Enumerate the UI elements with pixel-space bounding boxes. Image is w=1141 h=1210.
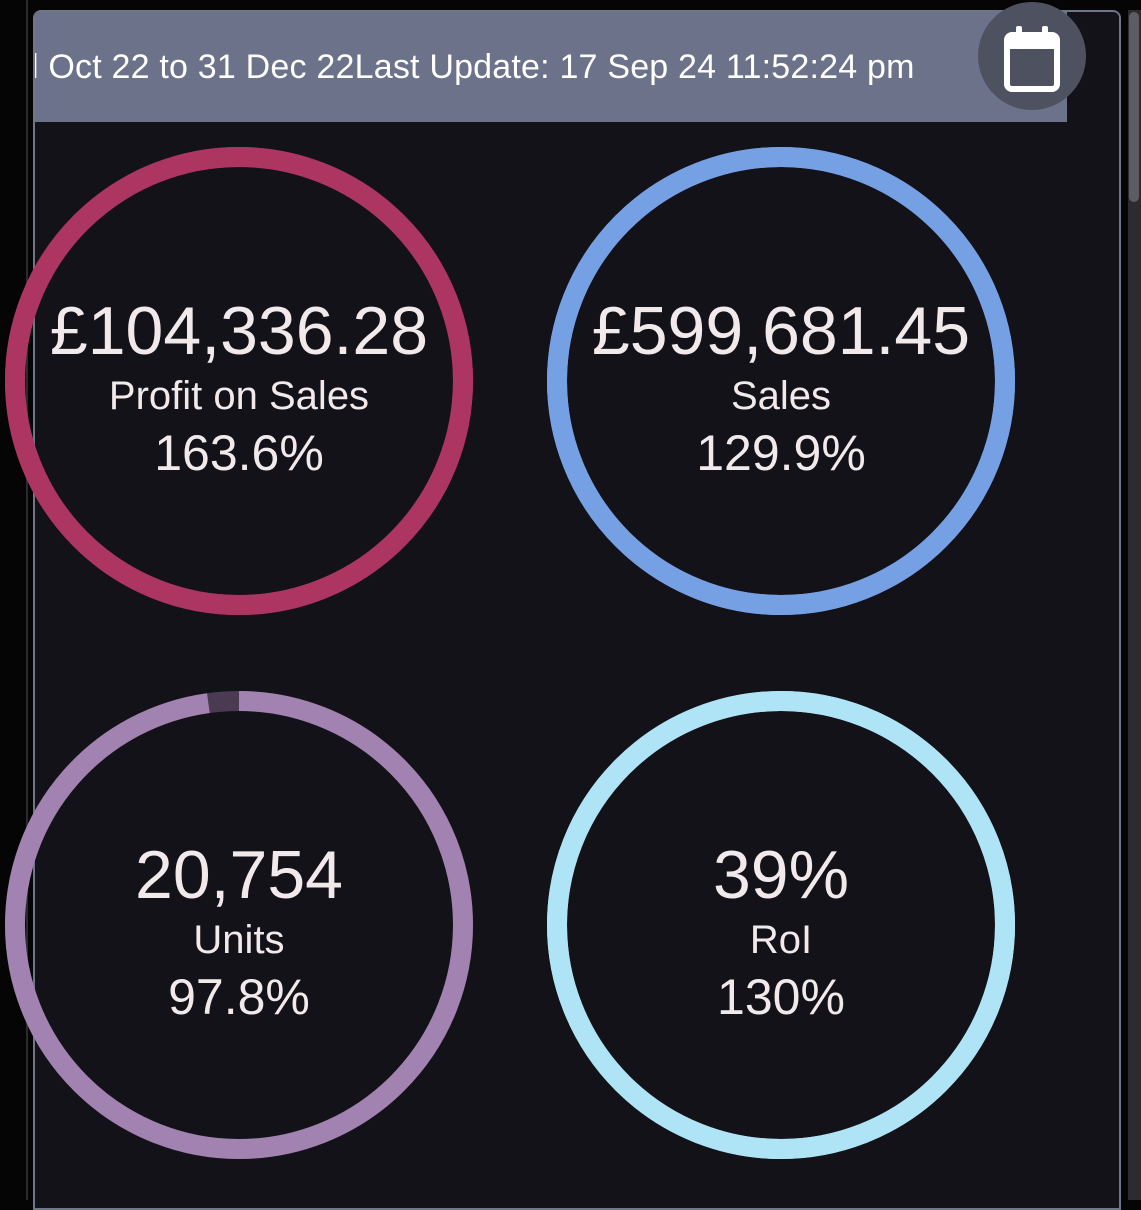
kpi-label: Sales (730, 374, 832, 418)
kpi-units[interactable]: 20,754 Units 97.8% (4, 690, 474, 1160)
last-update-label: Last Update: 17 Sep 24 11:52:24 pm (354, 48, 915, 86)
kpi-ring-progress (547, 147, 1015, 615)
kpi-ring (547, 691, 1015, 1159)
window-edge (26, 0, 28, 1200)
kpi-percent: 130% (717, 969, 845, 1025)
kpi-label: Units (193, 918, 285, 962)
kpi-value: 39% (712, 837, 850, 913)
kpi-percent: 163.6% (154, 425, 324, 481)
calendar-icon (1004, 26, 1060, 92)
kpi-ring (5, 147, 473, 615)
date-range-label: l Oct 22 to 31 Dec 22 (35, 48, 355, 86)
header-text: l Oct 22 to 31 Dec 22Last Update: 17 Sep… (35, 48, 915, 87)
scrollbar-thumb[interactable] (1129, 12, 1139, 202)
kpi-sales[interactable]: £599,681.45 Sales 129.9% (546, 146, 1016, 616)
kpi-profit-on-sales[interactable]: £104,336.28 Profit on Sales 163.6% (4, 146, 474, 616)
kpi-value: £104,336.28 (49, 293, 429, 369)
kpi-percent: 97.8% (168, 969, 310, 1025)
kpi-value: £599,681.45 (591, 293, 971, 369)
scrollbar-track[interactable] (1128, 10, 1141, 1200)
kpi-label: Profit on Sales (108, 374, 370, 418)
kpi-label: RoI (749, 918, 813, 962)
kpi-roi[interactable]: 39% RoI 130% (546, 690, 1016, 1160)
kpi-ring (547, 147, 1015, 615)
kpi-value: 20,754 (135, 837, 343, 913)
kpi-ring-progress (5, 147, 473, 615)
kpi-percent: 129.9% (696, 425, 866, 481)
kpi-ring (5, 691, 473, 1159)
kpi-ring-progress (547, 691, 1015, 1159)
widget-header: l Oct 22 to 31 Dec 22Last Update: 17 Sep… (35, 12, 1067, 122)
kpi-ring-progress (5, 691, 473, 1159)
